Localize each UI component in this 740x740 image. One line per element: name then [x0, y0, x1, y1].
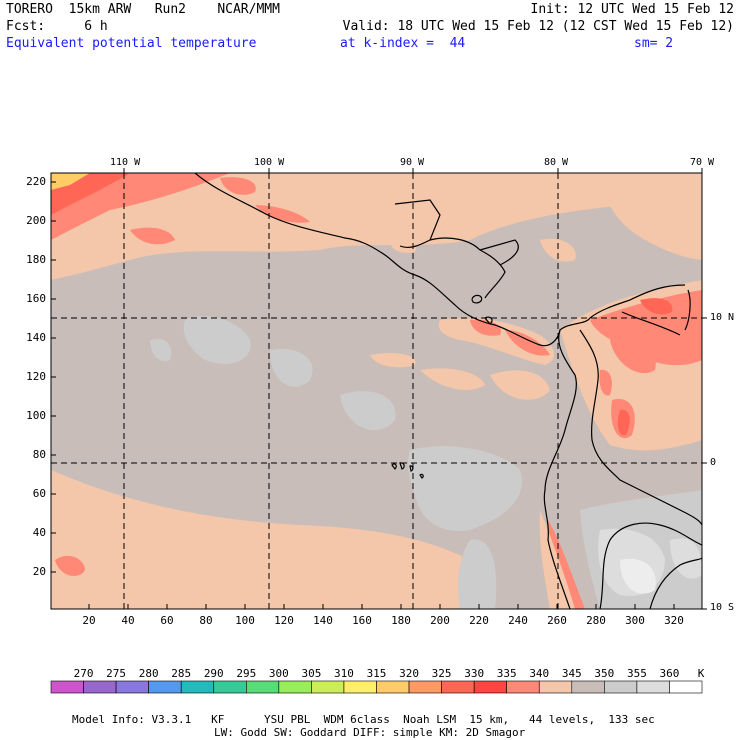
x-tick-label: 220 [469, 614, 489, 627]
colorbar-swatch [311, 680, 345, 694]
colorbar-label: 295 [236, 667, 257, 680]
colorbar [50, 680, 703, 694]
colorbar-label: 320 [399, 667, 419, 680]
x-tick-label: 40 [121, 614, 135, 627]
colorbar-label: 360 [659, 667, 680, 680]
colorbar-swatch [506, 680, 540, 694]
colorbar-swatch [50, 680, 84, 694]
y-tick-label: 120 [26, 370, 46, 383]
colorbar-swatch [246, 680, 280, 694]
lat-label: 0 [710, 457, 717, 468]
x-tick-label: 300 [625, 614, 645, 627]
y-tick-label: 200 [26, 214, 46, 227]
contour-fill [51, 173, 702, 609]
lon-label: 70 W [690, 157, 715, 168]
colorbar-label: 350 [594, 667, 615, 680]
colorbar-swatch [538, 680, 573, 694]
colorbar-label: 310 [334, 667, 354, 680]
header-forecast-hour: Fcst: 6 h [6, 19, 108, 34]
lon-label: 110 W [110, 157, 141, 168]
colorbar-label: 315 [366, 667, 387, 680]
colorbar-swatch [213, 680, 247, 694]
lat-label: 10 N [710, 312, 735, 323]
map-frame [50, 172, 703, 610]
colorbar-label: 300 [268, 667, 289, 680]
colorbar-unit: K [697, 667, 705, 680]
y-tick-label: 140 [26, 331, 46, 344]
colorbar-swatch [636, 680, 670, 694]
y-tick-label: 100 [26, 409, 46, 422]
header-valid-time: Valid: 18 UTC Wed 15 Feb 12 (12 CST Wed … [342, 19, 734, 34]
header-init-time: Init: 12 UTC Wed 15 Feb 12 [530, 2, 735, 17]
footer-physics-info: LW: Godd SW: Goddard DIFF: simple KM: 2D… [214, 726, 526, 739]
colorbar-label: 335 [496, 667, 517, 680]
x-tick-label: 320 [664, 614, 684, 627]
colorbar-swatch [669, 680, 703, 694]
y-tick-label: 20 [32, 565, 46, 578]
lon-label: 100 W [254, 157, 285, 168]
colorbar-swatch [83, 680, 117, 694]
x-tick-label: 140 [313, 614, 333, 627]
colorbar-label: 330 [464, 667, 485, 680]
colorbar-swatch [376, 680, 410, 694]
colorbar-swatch [278, 680, 312, 694]
y-tick-label: 220 [26, 175, 46, 188]
header-run-info: TORERO 15km ARW Run2 NCAR/MMM [6, 2, 280, 17]
colorbar-label: 280 [138, 667, 159, 680]
colorbar-label: 270 [73, 667, 94, 680]
colorbar-label: 275 [106, 667, 127, 680]
colorbar-label: 285 [171, 667, 192, 680]
colorbar-label: 325 [431, 667, 452, 680]
x-tick-label: 20 [82, 614, 96, 627]
x-tick-label: 280 [586, 614, 606, 627]
x-tick-label: 240 [508, 614, 528, 627]
colorbar-label: 290 [203, 667, 224, 680]
footer-model-info: Model Info: V3.3.1 KF YSU PBL WDM 6class… [72, 713, 655, 726]
field-name: Equivalent potential temperature [6, 36, 257, 51]
y-tick-label: 160 [26, 292, 46, 305]
colorbar-label: 305 [301, 667, 322, 680]
colorbar-label: 355 [626, 667, 647, 680]
y-tick-label: 40 [32, 526, 46, 539]
y-tick-label: 180 [26, 253, 46, 266]
colorbar-label: 345 [561, 667, 582, 680]
x-tick-label: 180 [391, 614, 411, 627]
field-level: at k-index = 44 [340, 36, 466, 51]
y-tick-label: 60 [32, 487, 46, 500]
x-tick-label: 60 [160, 614, 174, 627]
colorbar-swatch [604, 680, 638, 694]
x-tick-label: 120 [274, 614, 294, 627]
colorbar-swatch [408, 680, 442, 694]
colorbar-swatch [148, 680, 182, 694]
lat-label: 10 S [710, 602, 735, 613]
x-tick-label: 200 [430, 614, 450, 627]
x-tick-label: 80 [199, 614, 213, 627]
x-tick-label: 160 [352, 614, 372, 627]
colorbar-label: 340 [529, 667, 550, 680]
colorbar-swatch [180, 680, 215, 694]
y-tick-label: 80 [32, 448, 46, 461]
x-tick-label: 260 [547, 614, 567, 627]
axis-ticks [51, 168, 707, 610]
colorbar-swatch [343, 680, 377, 694]
colorbar-swatch [441, 680, 475, 694]
x-tick-label: 100 [235, 614, 255, 627]
colorbar-swatch [115, 680, 149, 694]
colorbar-swatch [473, 680, 507, 694]
colorbar-swatch [571, 680, 605, 694]
lon-label: 80 W [544, 157, 569, 168]
field-smoothing: sm= 2 [634, 36, 674, 51]
lon-label: 90 W [400, 157, 425, 168]
